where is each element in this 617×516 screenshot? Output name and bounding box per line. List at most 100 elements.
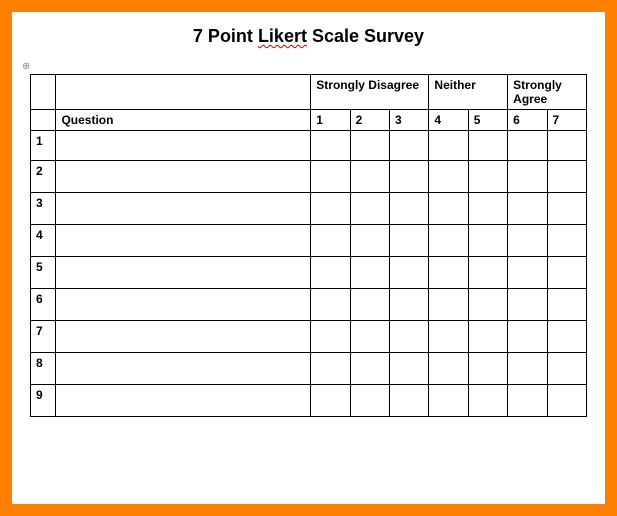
scale-cell bbox=[311, 321, 350, 353]
survey-table: Strongly Disagree Neither Strongly Agree… bbox=[30, 74, 587, 417]
scale-cell bbox=[547, 385, 586, 417]
title-suffix: Scale Survey bbox=[307, 26, 424, 46]
row-number: 7 bbox=[31, 321, 56, 353]
scale-cell bbox=[350, 131, 389, 161]
header-neither: Neither bbox=[429, 75, 508, 110]
scale-cell bbox=[390, 289, 429, 321]
scale-cell bbox=[508, 131, 547, 161]
scale-cell bbox=[429, 225, 468, 257]
question-cell bbox=[56, 321, 311, 353]
scale-cell bbox=[468, 257, 507, 289]
scale-cell bbox=[390, 225, 429, 257]
scale-cell bbox=[468, 385, 507, 417]
scale-cell bbox=[468, 289, 507, 321]
header-scale-row: Question 1 2 3 4 5 6 7 bbox=[31, 110, 587, 131]
scale-cell bbox=[547, 161, 586, 193]
scale-cell bbox=[508, 257, 547, 289]
header-strongly-agree: Strongly Agree bbox=[508, 75, 587, 110]
scale-cell bbox=[547, 353, 586, 385]
survey-body: 123456789 bbox=[31, 131, 587, 417]
scale-cell bbox=[350, 289, 389, 321]
scale-cell bbox=[547, 131, 586, 161]
question-cell bbox=[56, 161, 311, 193]
scale-cell bbox=[390, 161, 429, 193]
header-strongly-disagree: Strongly Disagree bbox=[311, 75, 429, 110]
scale-cell bbox=[468, 353, 507, 385]
row-number: 4 bbox=[31, 225, 56, 257]
question-cell bbox=[56, 131, 311, 161]
scale-cell bbox=[390, 385, 429, 417]
title-underlined: Likert bbox=[258, 26, 307, 46]
header-scale-5: 5 bbox=[468, 110, 507, 131]
table-row: 2 bbox=[31, 161, 587, 193]
scale-cell bbox=[390, 353, 429, 385]
header-scale-6: 6 bbox=[508, 110, 547, 131]
scale-cell bbox=[429, 321, 468, 353]
scale-cell bbox=[508, 353, 547, 385]
header-blank-num bbox=[31, 75, 56, 110]
scale-cell bbox=[508, 225, 547, 257]
question-cell bbox=[56, 353, 311, 385]
scale-cell bbox=[508, 321, 547, 353]
scale-cell bbox=[350, 257, 389, 289]
question-cell bbox=[56, 289, 311, 321]
header-scale-2: 2 bbox=[350, 110, 389, 131]
scale-cell bbox=[311, 289, 350, 321]
header-scale-3: 3 bbox=[390, 110, 429, 131]
scale-cell bbox=[508, 193, 547, 225]
table-row: 9 bbox=[31, 385, 587, 417]
scale-cell bbox=[429, 385, 468, 417]
scale-cell bbox=[311, 385, 350, 417]
scale-cell bbox=[390, 131, 429, 161]
question-cell bbox=[56, 193, 311, 225]
scale-cell bbox=[508, 161, 547, 193]
scale-cell bbox=[429, 289, 468, 321]
scale-cell bbox=[547, 321, 586, 353]
row-number: 6 bbox=[31, 289, 56, 321]
scale-cell bbox=[547, 225, 586, 257]
scale-cell bbox=[350, 193, 389, 225]
scale-cell bbox=[311, 131, 350, 161]
scale-cell bbox=[468, 193, 507, 225]
table-row: 3 bbox=[31, 193, 587, 225]
row-number: 3 bbox=[31, 193, 56, 225]
scale-cell bbox=[468, 161, 507, 193]
header-scale-1: 1 bbox=[311, 110, 350, 131]
header-scale-4: 4 bbox=[429, 110, 468, 131]
question-cell bbox=[56, 257, 311, 289]
table-row: 4 bbox=[31, 225, 587, 257]
scale-cell bbox=[311, 193, 350, 225]
row-number: 1 bbox=[31, 131, 56, 161]
scale-cell bbox=[429, 161, 468, 193]
scale-cell bbox=[429, 257, 468, 289]
row-number: 5 bbox=[31, 257, 56, 289]
scale-cell bbox=[350, 321, 389, 353]
scale-cell bbox=[508, 385, 547, 417]
table-row: 5 bbox=[31, 257, 587, 289]
scale-cell bbox=[350, 385, 389, 417]
scale-cell bbox=[429, 353, 468, 385]
scale-cell bbox=[468, 225, 507, 257]
table-row: 6 bbox=[31, 289, 587, 321]
scale-cell bbox=[311, 257, 350, 289]
title-prefix: 7 Point bbox=[193, 26, 258, 46]
scale-cell bbox=[390, 257, 429, 289]
row-number: 9 bbox=[31, 385, 56, 417]
scale-cell bbox=[429, 131, 468, 161]
anchor-icon: ⊕ bbox=[22, 61, 587, 72]
table-row: 1 bbox=[31, 131, 587, 161]
header-scale-7: 7 bbox=[547, 110, 586, 131]
scale-cell bbox=[390, 193, 429, 225]
header-question: Question bbox=[56, 110, 311, 131]
header-group-row: Strongly Disagree Neither Strongly Agree bbox=[31, 75, 587, 110]
scale-cell bbox=[311, 353, 350, 385]
document-frame: 7 Point Likert Scale Survey ⊕ Strongly D… bbox=[0, 0, 617, 516]
question-cell bbox=[56, 385, 311, 417]
page-title: 7 Point Likert Scale Survey bbox=[30, 26, 587, 47]
scale-cell bbox=[350, 225, 389, 257]
subhead-blank-num bbox=[31, 110, 56, 131]
scale-cell bbox=[390, 321, 429, 353]
scale-cell bbox=[547, 257, 586, 289]
table-row: 7 bbox=[31, 321, 587, 353]
scale-cell bbox=[311, 225, 350, 257]
